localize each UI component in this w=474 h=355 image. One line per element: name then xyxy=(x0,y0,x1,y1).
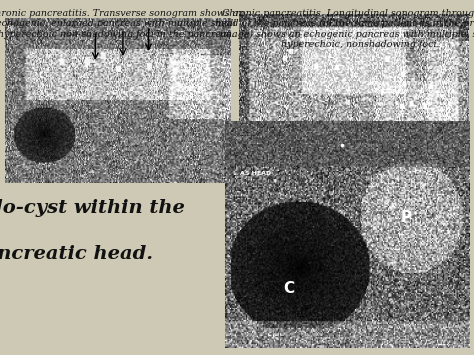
Text: Chronic pancreatitis. Longitudinal sonogram through the
head of the pancreas (in: Chronic pancreatitis. Longitudinal sonog… xyxy=(215,9,474,49)
Text: pancreatic head.: pancreatic head. xyxy=(0,245,153,263)
Text: RT: RT xyxy=(243,22,250,27)
Text: IVC: IVC xyxy=(407,84,416,89)
Text: C: C xyxy=(283,281,295,296)
Text: Pseudo-cyst within the: Pseudo-cyst within the xyxy=(0,199,185,217)
Text: AS HEAD: AS HEAD xyxy=(240,171,272,176)
Text: P: P xyxy=(401,210,412,225)
Text: RT: RT xyxy=(7,25,14,30)
Text: Chronic pancreatitis. Transverse sonogram shows an
echogenic, enlarged pancreas : Chronic pancreatitis. Transverse sonogra… xyxy=(0,9,245,39)
